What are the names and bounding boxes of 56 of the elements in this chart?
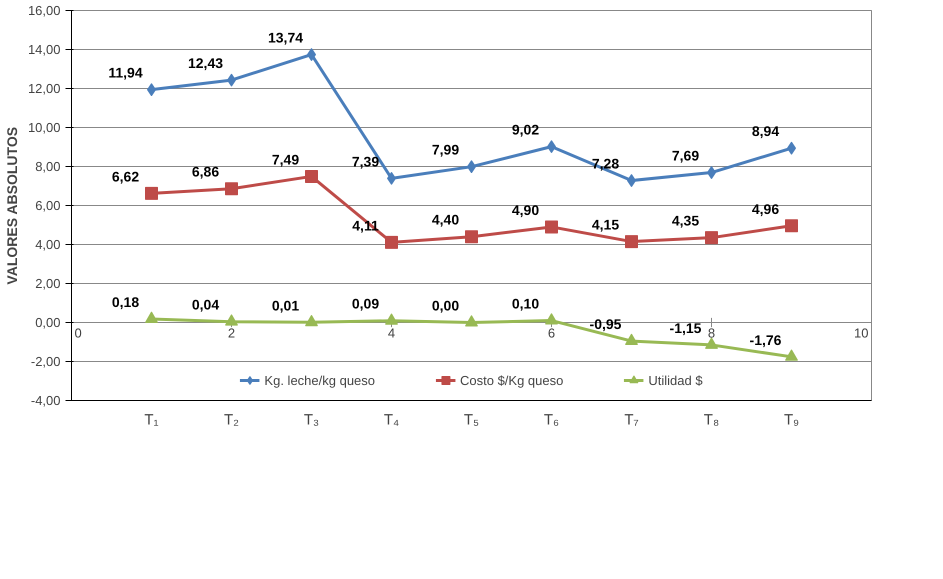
text: T₁: [144, 412, 159, 428]
legend-label: Utilidad $: [648, 372, 703, 388]
data-label: 4,40: [432, 212, 460, 228]
text: T₉: [784, 412, 800, 428]
data-label: -0,95: [590, 316, 622, 332]
data-label: 0,00: [432, 298, 460, 314]
x-tick-label: 4: [388, 326, 396, 340]
data-label: 13,74: [268, 30, 304, 46]
data-label: 0,04: [192, 296, 220, 313]
text: T₃: [304, 412, 320, 428]
y-tick-label: 0,00: [35, 315, 61, 330]
data-label: 0,18: [112, 294, 140, 310]
data-label: 4,35: [672, 212, 700, 229]
y-axis-title: VALORES ABSOLUTOS: [4, 126, 20, 285]
y-tick-label: 14,00: [28, 42, 61, 57]
text: T₈: [704, 412, 720, 428]
data-label: 0,01: [272, 297, 300, 314]
y-tick-label: 6,00: [35, 198, 61, 213]
data-label: 7,69: [672, 148, 700, 164]
x-tick-label: 10: [854, 326, 869, 340]
data-label: 7,28: [592, 156, 620, 172]
data-label: 7,49: [272, 151, 300, 168]
data-label: 11,94: [108, 64, 143, 81]
legend-label: Kg. leche/kg queso: [264, 372, 376, 388]
data-label: 4,15: [592, 216, 620, 233]
text: T₇: [624, 412, 639, 428]
data-label: 8,94: [752, 123, 780, 140]
y-tick-label: 4,00: [35, 237, 61, 252]
text: T₂: [224, 412, 240, 428]
data-label: 6,62: [112, 168, 140, 184]
data-label: 9,02: [512, 122, 540, 138]
x-tick-label: 2: [228, 326, 236, 340]
y-tick-label: 12,00: [28, 81, 61, 96]
y-tick-label: 16,00: [28, 3, 61, 18]
data-label: 4,96: [752, 200, 780, 217]
data-label: -1,76: [750, 332, 782, 348]
data-label: 7,99: [432, 142, 460, 158]
data-label: 0,10: [512, 296, 540, 312]
y-tick-label: 10,00: [28, 120, 61, 135]
data-label: 0,09: [352, 296, 380, 312]
data-label: 4,90: [512, 202, 540, 218]
x-tick-label: 6: [548, 326, 556, 340]
data-label: 12,43: [188, 55, 224, 72]
y-tick-label: 2,00: [35, 276, 61, 291]
legend-label: Costo $/Kg queso: [460, 372, 564, 388]
text: T₄: [384, 412, 400, 428]
text: T₆: [544, 412, 560, 428]
x-tick-label: 8: [708, 326, 716, 340]
text: T₅: [464, 412, 480, 428]
y-tick-label: -4,00: [30, 393, 61, 408]
x-tick-label: 0: [74, 326, 82, 340]
data-label: -1,15: [670, 320, 702, 336]
y-tick-label: 8,00: [35, 159, 61, 174]
y-tick-label: -2,00: [30, 354, 61, 369]
data-label: 6,86: [192, 164, 220, 180]
data-label: 7,39: [352, 153, 380, 170]
